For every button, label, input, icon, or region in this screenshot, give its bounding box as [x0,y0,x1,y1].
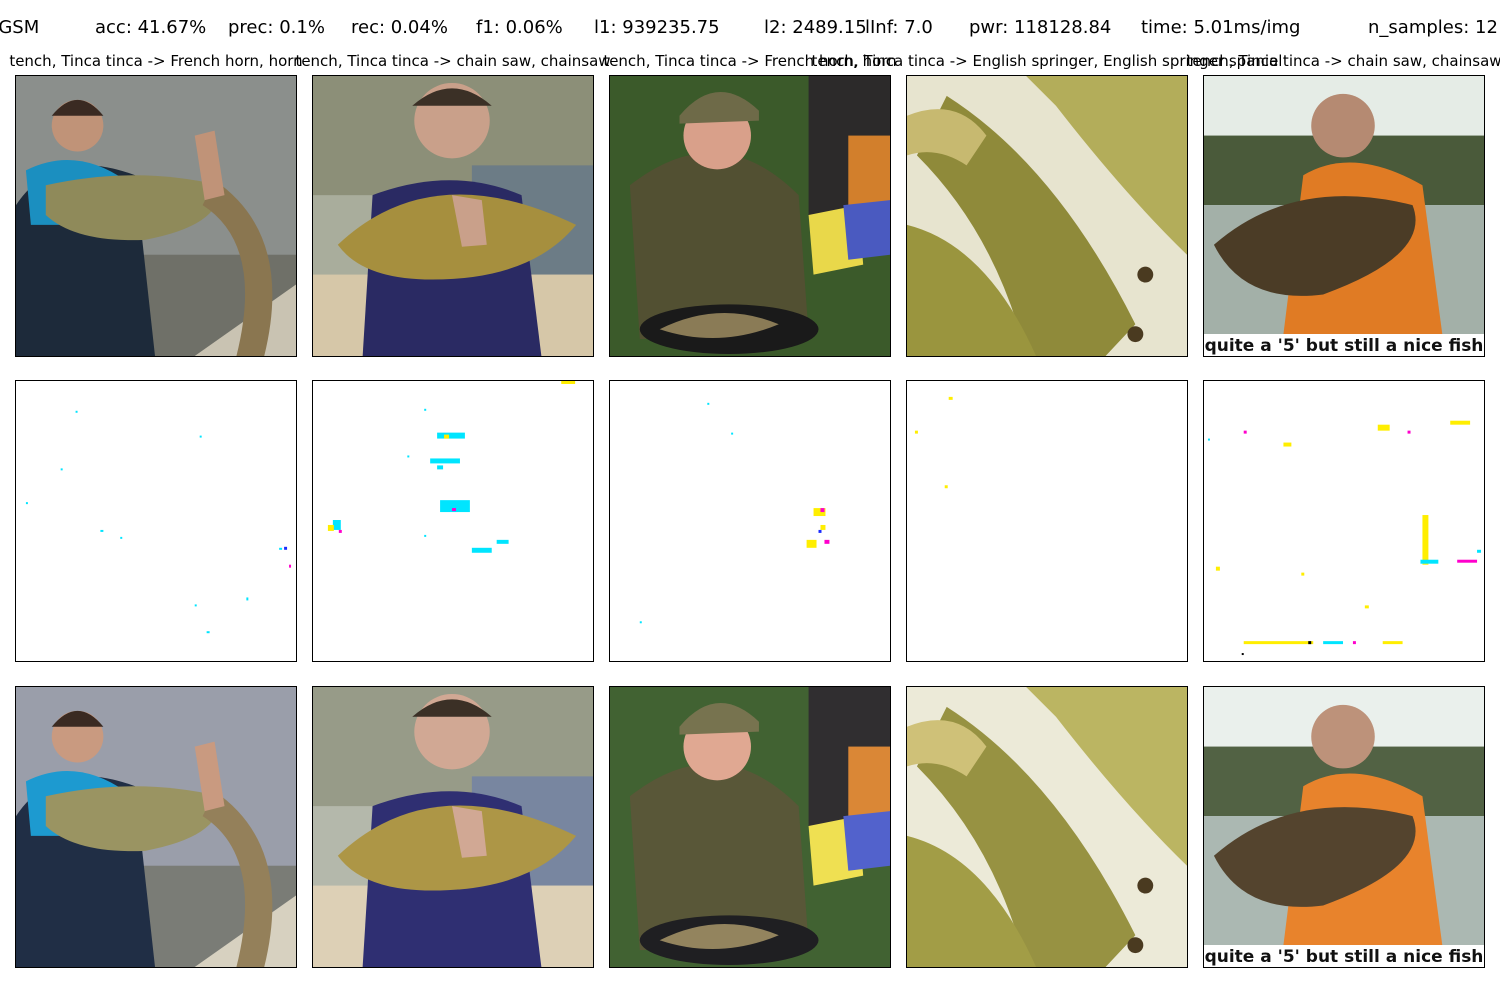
original-image-1 [15,75,297,357]
adversarial-image-4 [906,686,1188,968]
perturbation-map-5 [1203,380,1485,662]
original-image-5: quite a '5' but still a nice fish [1203,75,1485,357]
column-title-3: tench, Tinca tinca -> French horn, horn [603,52,897,70]
perturbation-map-4 [906,380,1188,662]
original-image-4 [906,75,1188,357]
adversarial-image-1 [15,686,297,968]
adversarial-image-3 [609,686,891,968]
column-title-1: tench, Tinca tinca -> French horn, horn [9,52,303,70]
header-method: FGSM [0,17,40,38]
header-rec: rec: 0.04% [351,17,448,38]
original-image-3 [609,75,891,357]
perturbation-map-2 [312,380,594,662]
column-title-5: tench, Tinca tinca -> chain saw, chainsa… [1186,52,1500,70]
adversarial-image-5: quite a '5' but still a nice fish [1203,686,1485,968]
perturbation-map-3 [609,380,891,662]
header-l1: l1: 939235.75 [594,17,720,38]
header-prec: prec: 0.1% [228,17,325,38]
column-title-2: tench, Tinca tinca -> chain saw, chainsa… [295,52,611,70]
original-image-2 [312,75,594,357]
header-pwr: pwr: 118128.84 [969,17,1112,38]
header-l2: l2: 2489.15 [764,17,867,38]
adversarial-image-2 [312,686,594,968]
header-f1: f1: 0.06% [476,17,563,38]
header-n-samples: n_samples: 12 [1368,17,1498,38]
header-time: time: 5.01ms/img [1141,17,1301,38]
image-caption: quite a '5' but still a nice fish [1204,945,1484,967]
column-title-4: tench, Tinca tinca -> English springer, … [811,52,1283,70]
image-caption: quite a '5' but still a nice fish [1204,334,1484,356]
header-linf: lInf: 7.0 [865,17,933,38]
header-acc: acc: 41.67% [95,17,207,38]
perturbation-map-1 [15,380,297,662]
